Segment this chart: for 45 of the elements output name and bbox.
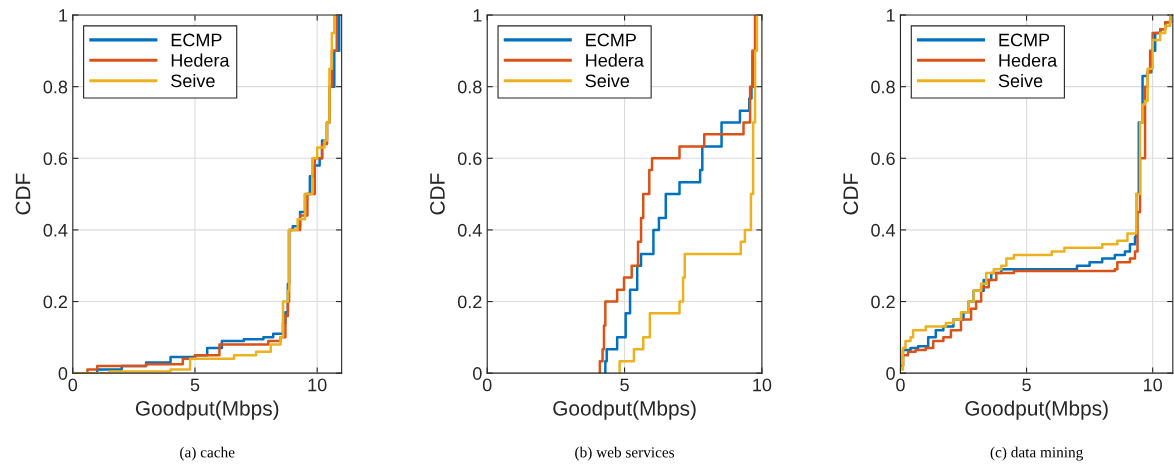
y-tick-label: 1 [473,9,482,22]
text: (b) web services [575,446,675,461]
x-tick-label: 5 [1022,378,1031,392]
x-tick-label: 10 [753,378,772,392]
x-tick-label: 0 [482,378,492,392]
y-axis-title: CDF [15,173,31,215]
y-tick-label: 0.4 [871,223,896,237]
y-axis-title: CDF [430,173,445,215]
y-tick-label: 0.6 [43,152,68,166]
y-tick-label: 0.2 [457,295,482,309]
x-tick-label: 5 [190,378,200,392]
x-tick-label: 5 [620,378,629,392]
x-axis-title: Goodput(Mbps) [553,400,696,420]
y-tick-label: 0.4 [457,223,482,237]
y-tick-label: 1 [59,9,68,22]
legend-label: ECMP [999,33,1050,47]
legend-label: Seive [998,73,1043,88]
legend-label: Seive [585,73,630,88]
legend-label: Seive [171,73,215,88]
x-tick-label: 10 [308,378,327,392]
y-tick-label: 0.6 [457,152,482,166]
y-tick-label: 0.2 [871,295,895,309]
legend-label: Hedera [586,53,644,67]
y-tick-label: 0.8 [457,80,482,94]
text: (c) data mining [990,446,1084,461]
y-tick-label: 0.6 [871,152,895,166]
y-tick-label: 0 [473,367,482,380]
x-tick-label: 10 [1143,378,1162,392]
y-tick-label: 0 [58,367,68,380]
y-axis-title: CDF [843,173,859,215]
legend-label: Hedera [171,53,230,67]
y-tick-label: 0 [886,367,895,380]
x-tick-label: 0 [68,378,78,392]
text: (a) cache [180,446,235,461]
x-tick-label: 0 [896,378,905,392]
x-axis-title: Goodput(Mbps) [135,400,279,420]
legend-label: Hedera [999,53,1058,67]
x-axis-title: Goodput(Mbps) [965,400,1108,420]
y-tick-label: 0.4 [43,223,68,237]
y-tick-label: 0.2 [43,295,68,309]
y-tick-label: 1 [886,9,895,22]
legend-label: ECMP [171,33,222,47]
y-tick-label: 0.8 [43,80,68,94]
legend-label: ECMP [586,33,636,47]
y-tick-label: 0.8 [871,80,895,94]
